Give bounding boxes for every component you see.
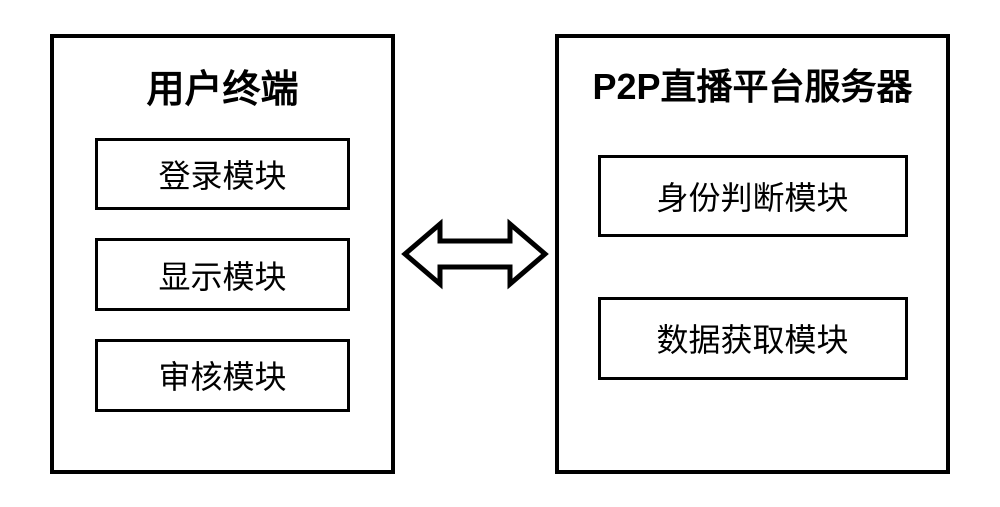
left-box: 用户终端 登录模块 显示模块 审核模块: [50, 34, 395, 474]
module-label: 数据获取模块: [656, 315, 848, 361]
module-audit: 审核模块: [95, 339, 350, 412]
right-box: P2P直播平台服务器 身份判断模块 数据获取模块: [555, 34, 950, 474]
module-login: 登录模块: [95, 138, 350, 211]
right-box-title: P2P直播平台服务器: [592, 58, 912, 110]
module-data: 数据获取模块: [598, 297, 908, 380]
module-display: 显示模块: [95, 238, 350, 311]
bidirectional-arrow-icon: [400, 209, 550, 299]
module-identity: 身份判断模块: [598, 155, 908, 238]
arrow-container: [395, 204, 555, 304]
module-label: 身份判断模块: [656, 173, 848, 219]
diagram-container: 用户终端 登录模块 显示模块 审核模块 P2P直播平台服务器 身份判断模块 数据…: [0, 0, 1000, 507]
left-box-title: 用户终端: [146, 58, 298, 113]
module-label: 显示模块: [158, 252, 286, 298]
module-label: 登录模块: [158, 151, 286, 197]
module-label: 审核模块: [158, 352, 286, 398]
